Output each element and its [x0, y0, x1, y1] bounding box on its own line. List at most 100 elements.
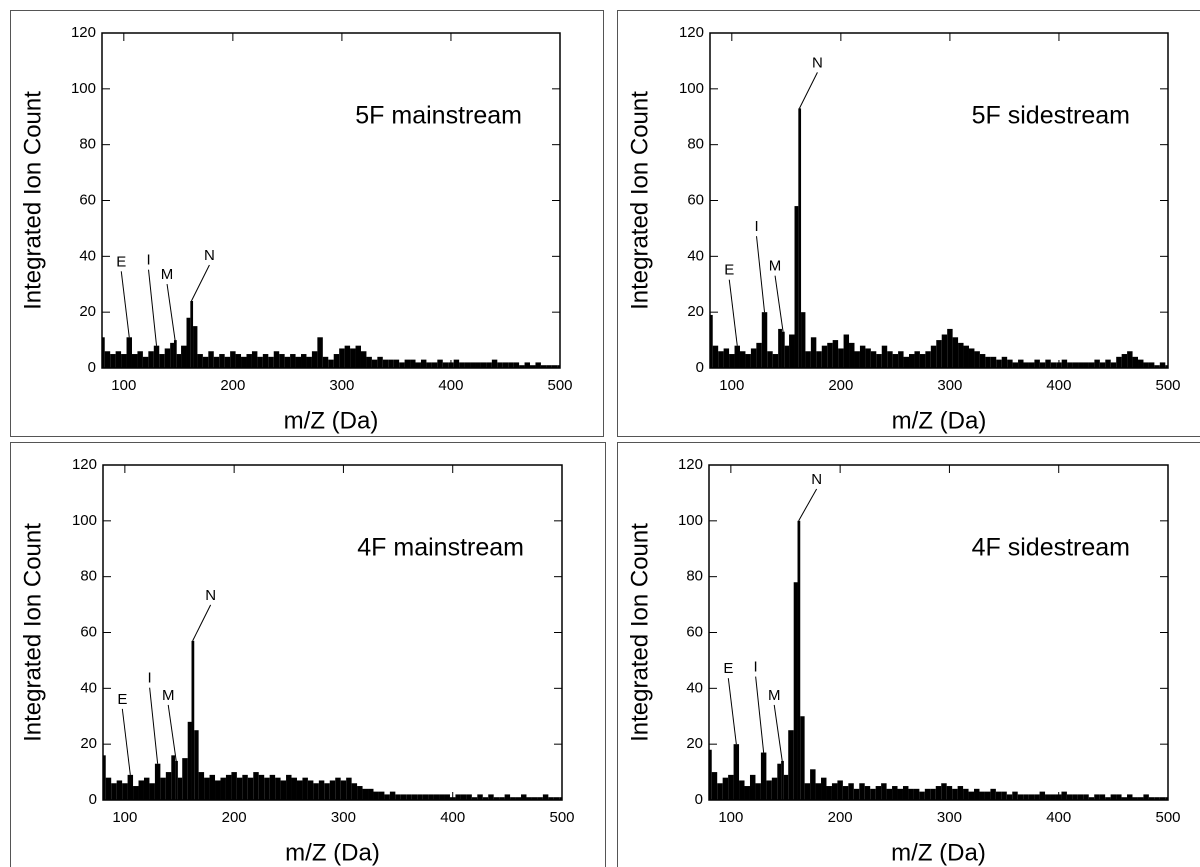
- bar: [1127, 794, 1133, 800]
- bar: [930, 788, 936, 800]
- bar: [854, 351, 860, 368]
- bar: [115, 351, 122, 368]
- bar: [781, 331, 785, 368]
- bar: [197, 354, 203, 368]
- x-tick-label: 200: [220, 377, 245, 394]
- bar: [924, 788, 931, 800]
- bar: [794, 206, 799, 368]
- bar: [301, 354, 307, 368]
- bar: [881, 783, 887, 800]
- bar: [1072, 794, 1078, 800]
- bar: [909, 354, 915, 368]
- bar: [400, 794, 407, 800]
- bar: [1165, 797, 1168, 800]
- bar: [378, 791, 385, 800]
- bar: [979, 791, 985, 800]
- x-tick-label: 500: [1155, 377, 1180, 394]
- x-tick-label: 200: [828, 809, 853, 826]
- bar: [268, 356, 274, 368]
- bar: [1132, 797, 1138, 800]
- bar: [318, 780, 325, 800]
- bar: [886, 788, 893, 800]
- bar: [242, 774, 248, 800]
- bar: [311, 351, 318, 368]
- bar: [371, 359, 378, 368]
- bar: [722, 777, 729, 800]
- bar: [723, 348, 730, 368]
- bar: [148, 351, 154, 368]
- bar: [711, 772, 718, 800]
- bar: [1034, 359, 1040, 368]
- annotation-label: N: [811, 471, 822, 488]
- bar: [497, 362, 503, 368]
- bar: [236, 777, 243, 800]
- bar: [470, 362, 476, 368]
- bar: [797, 520, 801, 800]
- bar: [815, 783, 822, 800]
- bar: [116, 780, 123, 800]
- bar: [477, 794, 483, 800]
- x-tick-label: 200: [828, 377, 853, 394]
- bar: [925, 351, 931, 368]
- bar: [362, 788, 369, 800]
- bar: [849, 342, 855, 368]
- y-tick-label: 0: [695, 791, 703, 808]
- annotation-leader: [149, 687, 159, 764]
- bar: [275, 777, 281, 800]
- annotation-label: M: [769, 258, 782, 275]
- annotation-leader: [190, 264, 210, 302]
- bar: [1061, 359, 1068, 368]
- bar: [306, 356, 312, 368]
- bar: [406, 794, 412, 800]
- bar: [444, 794, 450, 800]
- bar: [491, 359, 498, 368]
- bar: [750, 348, 757, 368]
- bar: [437, 359, 443, 368]
- chart-title: 5F sidestream: [972, 102, 1130, 130]
- y-tick-label: 120: [72, 456, 97, 473]
- bar: [464, 362, 471, 368]
- bar: [831, 783, 838, 800]
- bar: [546, 365, 552, 368]
- bar: [231, 772, 237, 800]
- bar: [335, 777, 341, 800]
- bar: [805, 351, 811, 368]
- bar: [859, 783, 865, 800]
- bar: [826, 786, 832, 800]
- bar: [1066, 794, 1073, 800]
- bar: [842, 786, 849, 800]
- bar: [941, 783, 947, 800]
- bar: [783, 774, 789, 800]
- bar: [892, 786, 898, 800]
- bar: [519, 365, 525, 368]
- bar: [1012, 791, 1018, 800]
- bar: [810, 337, 817, 368]
- bar: [1078, 362, 1084, 368]
- bar: [1088, 797, 1095, 800]
- y-tick-label: 120: [71, 24, 96, 41]
- bar: [355, 345, 361, 368]
- bar: [133, 786, 139, 800]
- bar: [399, 362, 405, 368]
- bar: [936, 340, 942, 368]
- plot-frame: [101, 32, 561, 369]
- y-tick-label: 0: [696, 359, 704, 376]
- bar: [760, 752, 767, 800]
- bar: [542, 794, 549, 800]
- bar: [431, 362, 438, 368]
- annotation-leader: [728, 279, 738, 346]
- chart-title: 4F mainstream: [357, 534, 524, 562]
- bar: [777, 763, 782, 800]
- bar: [897, 788, 903, 800]
- bar: [990, 788, 996, 800]
- annotation-leader: [774, 275, 784, 332]
- y-tick-label: 40: [686, 679, 703, 696]
- bar: [190, 301, 194, 368]
- bar: [313, 783, 319, 800]
- bar: [1067, 362, 1073, 368]
- bar: [1001, 356, 1008, 368]
- bar: [739, 780, 745, 800]
- bar: [908, 788, 914, 800]
- bar: [870, 788, 876, 800]
- annotation-label: E: [117, 691, 127, 708]
